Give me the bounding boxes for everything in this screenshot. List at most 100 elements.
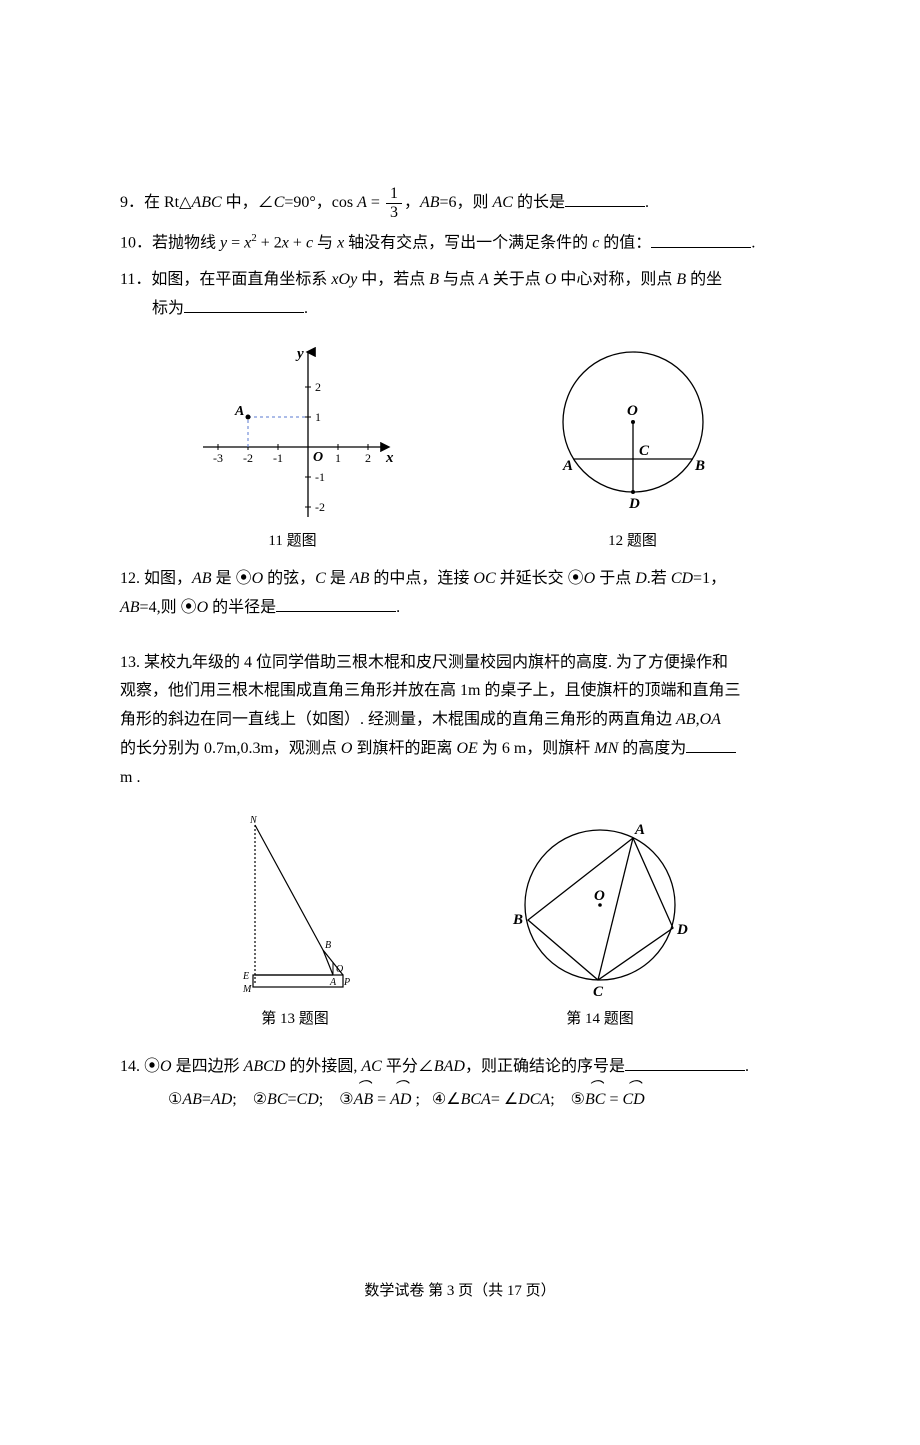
opt4-l: BCA: [461, 1091, 491, 1108]
fig11-caption: 11 题图: [268, 528, 316, 555]
svg-text:B: B: [694, 458, 705, 474]
q10-eq: =: [227, 235, 244, 252]
opt4-ang: ∠: [446, 1091, 460, 1108]
q9-mid1: 中，: [222, 194, 258, 211]
q11-O: O: [545, 271, 557, 288]
problem-14: 14. ⦿O 是四边形 ABCD 的外接圆, AC 平分∠BAD，则正确结论的序…: [120, 1053, 800, 1115]
q12-O2: O: [584, 570, 596, 587]
svg-text:2: 2: [315, 380, 321, 394]
q12-m2: 的弦，: [263, 570, 315, 587]
q9-angle: ∠: [258, 194, 274, 211]
opt1-l: AB: [182, 1091, 202, 1108]
svg-text:B: B: [512, 912, 523, 928]
q13-unit: m .: [120, 764, 800, 793]
q12-C: C: [315, 570, 326, 587]
q12-l2m: =4,则 ⦿: [140, 599, 197, 616]
problem-11: 11．如图，在平面直角坐标系 xOy 中，若点 B 与点 A 关于点 O 中心对…: [120, 266, 800, 324]
q12-m3: 是: [326, 570, 350, 587]
opt3-n: ③: [339, 1091, 353, 1108]
svg-text:P: P: [343, 977, 350, 988]
q12-end: .: [396, 599, 400, 616]
svg-text:C: C: [639, 443, 650, 459]
q9-num: 1: [386, 185, 402, 204]
q13-O: O: [341, 740, 353, 757]
svg-text:D: D: [676, 922, 688, 938]
svg-text:C: C: [593, 984, 604, 1000]
q13-p3: 角形的斜边在同一直线上（如图）. 经测量，木棍围成的直角三角形的两直角边 AB,…: [120, 706, 800, 735]
q10-x2: x: [282, 235, 289, 252]
q9-ab: AB: [420, 194, 440, 211]
opt2-n: ②: [253, 1091, 267, 1108]
opt4-sc: ;: [550, 1091, 554, 1108]
q11-mid4: 中心对称，则点: [556, 271, 676, 288]
figure-12: O A B C D 12 题图: [533, 342, 733, 555]
figures-13-14: N B E M O A P 第 13 题图 A B C D O: [120, 810, 800, 1033]
q12-m8: =1，: [693, 570, 726, 587]
q13-p4-m: 到旗杆的距离: [352, 740, 456, 757]
opt3-eq: =: [373, 1091, 390, 1108]
q12-AB3: AB: [120, 599, 140, 616]
q10-end: .: [751, 235, 755, 252]
q9-mid4: 的长是: [513, 194, 565, 211]
q12-D: D: [635, 570, 647, 587]
q12-CD: CD: [671, 570, 693, 587]
q9-cos: cos: [332, 194, 357, 211]
q9-ac: AC: [493, 194, 513, 211]
q14-m3: 平分: [382, 1058, 418, 1075]
svg-text:O: O: [594, 888, 605, 904]
q13-p4: 的长分别为 0.7m,0.3m，观测点 O 到旗杆的距离 OE 为 6 m，则旗…: [120, 735, 800, 764]
q12-O: O: [252, 570, 264, 587]
figure-13: N B E M O A P 第 13 题图: [225, 810, 365, 1033]
q10-axis: 轴没有交点，写出一个满足条件的: [344, 235, 592, 252]
svg-text:-2: -2: [315, 500, 325, 514]
opt1-sc: ;: [232, 1091, 236, 1108]
q9-mid3: =6，则: [440, 194, 493, 211]
q12-pre: 12. 如图，: [120, 570, 192, 587]
problem-13: 13. 某校九年级的 4 位同学借助三根木棍和皮尺测量校园内旗杆的高度. 为了方…: [120, 649, 800, 793]
svg-text:D: D: [628, 496, 640, 512]
q13-MN: MN: [594, 740, 618, 757]
q13-p4-m3: 的高度为: [618, 740, 686, 757]
q12-blank: [276, 594, 396, 612]
svg-text:A: A: [562, 458, 573, 474]
q12-O3: O: [197, 599, 209, 616]
q11-mid2: 与点: [439, 271, 479, 288]
q9-text: 9．在 Rt△: [120, 194, 191, 211]
svg-text:x: x: [385, 450, 394, 466]
q10-mid2: 的值：: [599, 235, 651, 252]
q13-p4-m2: 为 6 m，则旗杆: [478, 740, 594, 757]
q11-l2-text: 标为: [152, 300, 184, 317]
opt3-sc: ;: [411, 1091, 419, 1108]
q10-blank: [651, 230, 751, 248]
q10-c: c: [306, 235, 313, 252]
svg-text:1: 1: [335, 451, 341, 465]
q11-xoy: xOy: [331, 271, 357, 288]
q11-B: B: [429, 271, 439, 288]
q13-p4-pre: 的长分别为 0.7m,0.3m，观测点: [120, 740, 341, 757]
problem-12: 12. 如图，AB 是 ⦿O 的弦，C 是 AB 的中点，连接 OC 并延长交 …: [120, 565, 800, 623]
svg-text:M: M: [242, 984, 252, 995]
svg-text:A: A: [329, 977, 337, 988]
q14-ang: ∠: [418, 1058, 434, 1075]
opt1-r: AD: [211, 1091, 232, 1108]
q10-mid: 与: [313, 235, 337, 252]
svg-text:A: A: [634, 822, 645, 838]
figure-11: -3 -2 -1 1 2 1 2 -1 -2 A O x y 11 题图: [188, 342, 398, 555]
q12-OC: OC: [473, 570, 495, 587]
svg-text:E: E: [242, 971, 249, 982]
circle-chord-svg: O A B C D: [533, 342, 733, 522]
opt3-r: AD: [390, 1086, 411, 1115]
svg-text:A: A: [234, 404, 244, 419]
fig12-caption: 12 题图: [608, 528, 657, 555]
q11-A: A: [479, 271, 489, 288]
coord-plane-svg: -3 -2 -1 1 2 1 2 -1 -2 A O x y: [188, 342, 398, 522]
opt3-l: AB: [354, 1086, 374, 1115]
q11-end: .: [304, 300, 308, 317]
q12-line2: AB=4,则 ⦿O 的半径是.: [120, 594, 800, 623]
opt2-eq: =: [288, 1091, 297, 1108]
q14-end: .: [745, 1058, 749, 1075]
q11-line2: 标为.: [120, 295, 800, 324]
figures-11-12: -3 -2 -1 1 2 1 2 -1 -2 A O x y 11 题图: [120, 342, 800, 555]
opt5-eq: =: [605, 1091, 622, 1108]
q13-OE: OE: [456, 740, 477, 757]
